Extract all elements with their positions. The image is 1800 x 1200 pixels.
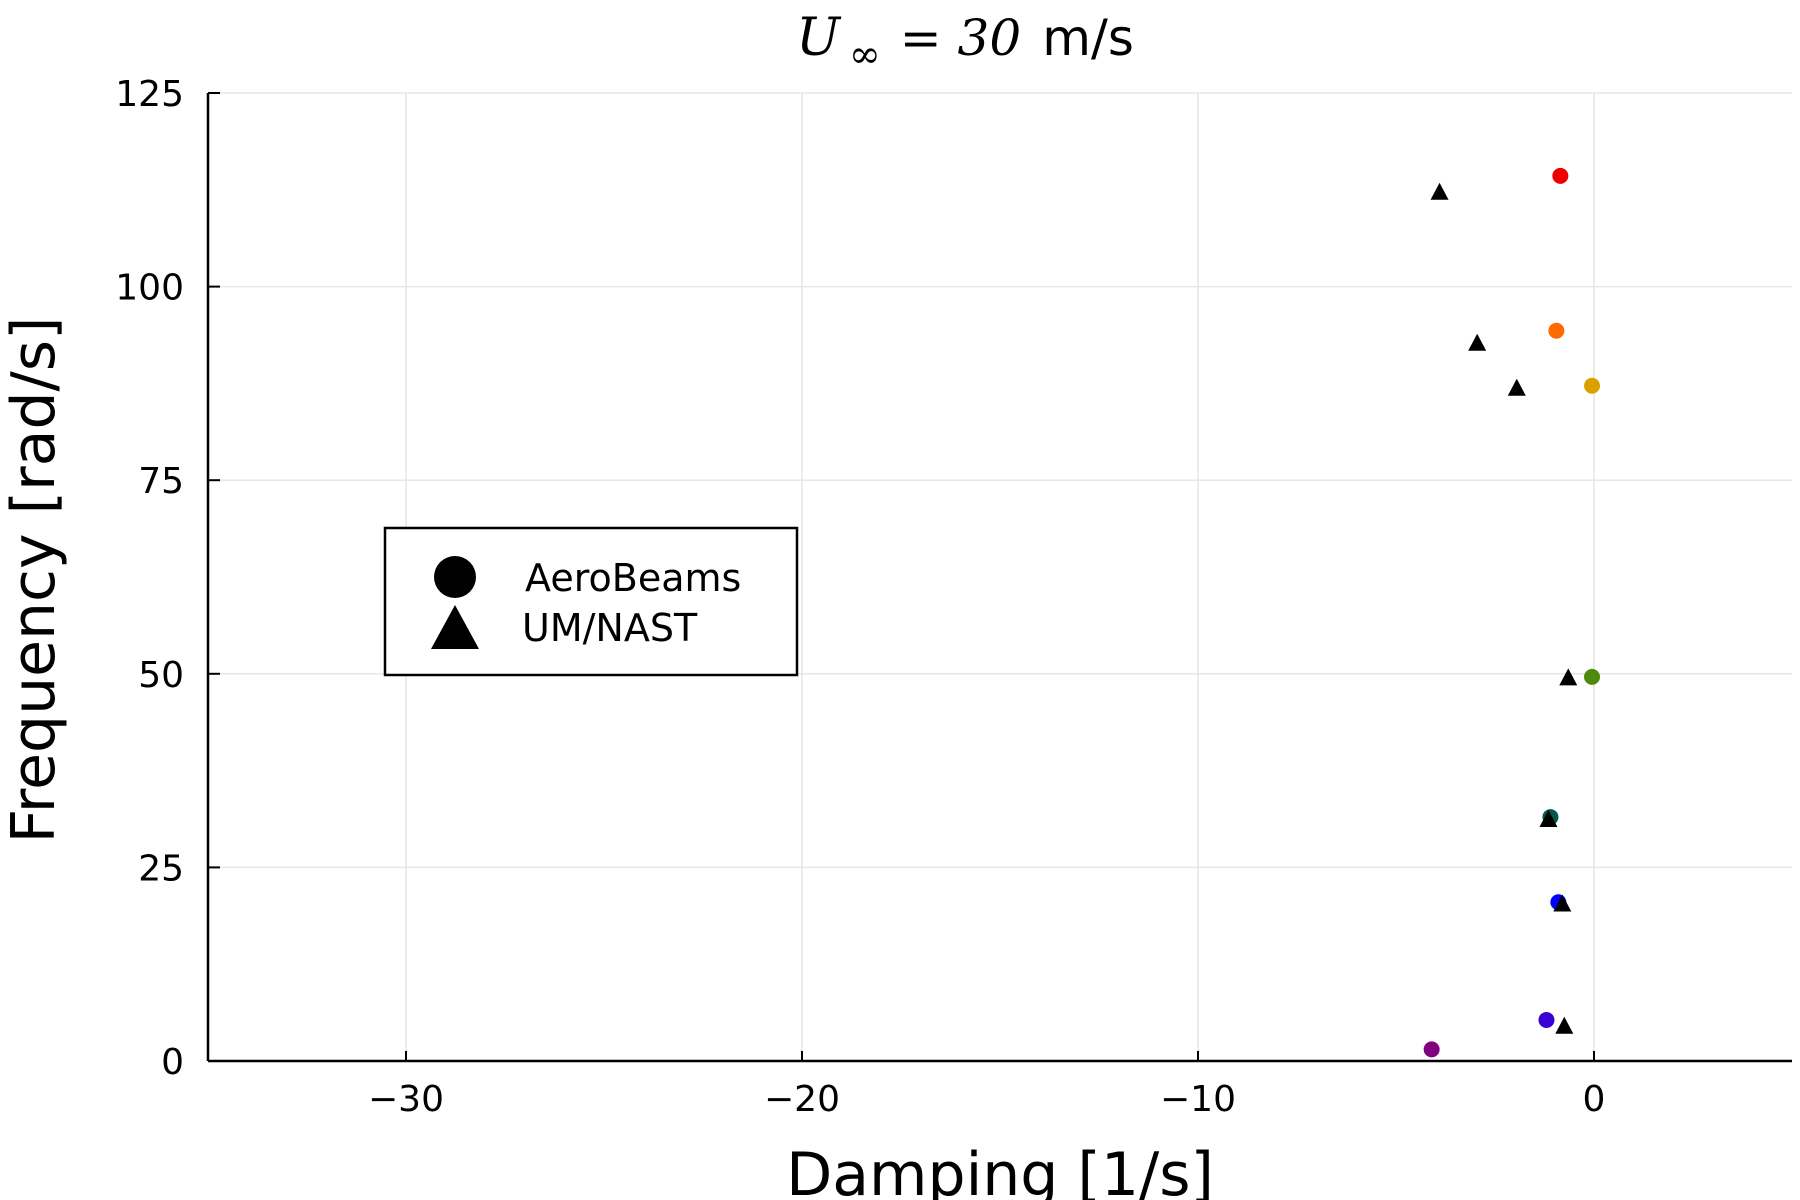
title-unit: m/s <box>1042 9 1134 67</box>
y-tick-label: 25 <box>138 848 184 889</box>
title-relation: = 30 <box>900 9 1021 67</box>
legend: AeroBeams UM/NAST <box>383 526 799 677</box>
y-tick-label: 75 <box>138 461 184 502</box>
y-axis-title: Frequency [rad/s] <box>0 317 69 844</box>
aerobeams-point <box>1584 377 1601 394</box>
legend-triangle-marker <box>431 605 479 649</box>
y-tick-labels: 0 25 50 75 100 125 <box>115 74 184 1083</box>
x-tick-label: −10 <box>1160 1079 1236 1120</box>
umnast-point <box>1553 894 1572 912</box>
title-subscript: ∞ <box>849 32 881 76</box>
aerobeams-point <box>1423 1041 1440 1058</box>
aerobeams-point <box>1584 668 1601 685</box>
y-tick-label: 100 <box>115 268 184 309</box>
legend-label-umnast: UM/NAST <box>522 606 698 650</box>
legend-box <box>383 526 799 677</box>
axes <box>206 92 1792 1063</box>
x-tick-labels: −30 −20 −10 0 <box>368 1079 1605 1120</box>
x-tick-label: −30 <box>368 1079 444 1120</box>
x-tick-label: −20 <box>764 1079 840 1120</box>
umnast-point <box>1539 810 1558 828</box>
umnast-point <box>1468 333 1487 351</box>
aerobeams-point <box>1552 167 1569 184</box>
y-tick-label: 125 <box>115 74 184 115</box>
legend-label-aerobeams: AeroBeams <box>525 556 741 600</box>
umnast-point <box>1555 1016 1574 1034</box>
aerobeams-point <box>1538 1011 1555 1028</box>
aerobeams-point <box>1548 322 1565 339</box>
y-tick-label: 0 <box>161 1042 184 1083</box>
umnast-point <box>1507 378 1526 396</box>
umnast-point <box>1559 668 1578 686</box>
x-tick-label: 0 <box>1583 1079 1606 1120</box>
x-axis-title: Damping [1/s] <box>786 1140 1214 1200</box>
title-symbol: U <box>796 8 842 68</box>
y-tick-label: 50 <box>138 655 184 696</box>
data-points <box>1423 167 1601 1058</box>
umnast-point <box>1430 182 1449 200</box>
legend-circle-marker <box>434 556 476 598</box>
chart-title: U ∞ = 30 m/s <box>796 8 1134 76</box>
